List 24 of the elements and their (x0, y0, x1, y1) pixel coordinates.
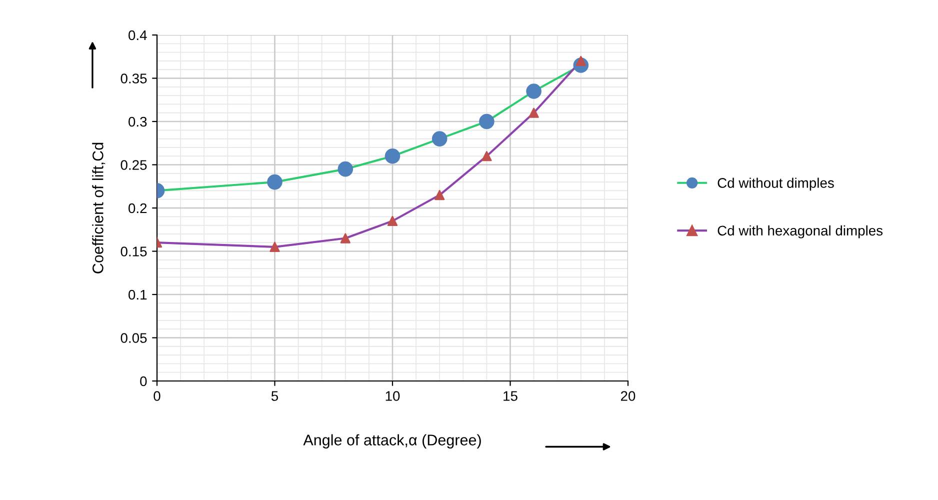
y-tick-label: 0.05 (120, 333, 147, 343)
x-tick-label: 0 (154, 391, 160, 401)
y-tick-label: 0.35 (120, 74, 147, 84)
point (387, 216, 398, 226)
y-tick-label: 0.2 (128, 203, 147, 214)
y-tick-label: 0 (140, 376, 147, 386)
y-axis-title: Coefficient of lift,Cd (92, 142, 106, 274)
x-tick-label: 5 (271, 391, 278, 401)
x-axis-title: Angle of attack,α (Degree) (303, 434, 481, 448)
x-tick-label: 20 (620, 391, 636, 401)
point (528, 108, 539, 118)
legend-label: Cd with hexagonal dimples (718, 225, 883, 238)
point (270, 242, 280, 252)
point (340, 233, 350, 244)
y-tick-label: 0.3 (128, 116, 147, 127)
x-tick-label: 10 (386, 391, 400, 401)
y-tick-label: 0.15 (120, 246, 147, 256)
y-tick-label: 0.25 (120, 160, 147, 170)
x-tick-label: 15 (504, 391, 518, 401)
legend-label: Cd without dimples (718, 178, 834, 191)
point (434, 190, 445, 200)
y-tick-label: 0.1 (128, 290, 147, 300)
y-tick-label: 0.4 (128, 30, 147, 40)
point (482, 151, 492, 162)
